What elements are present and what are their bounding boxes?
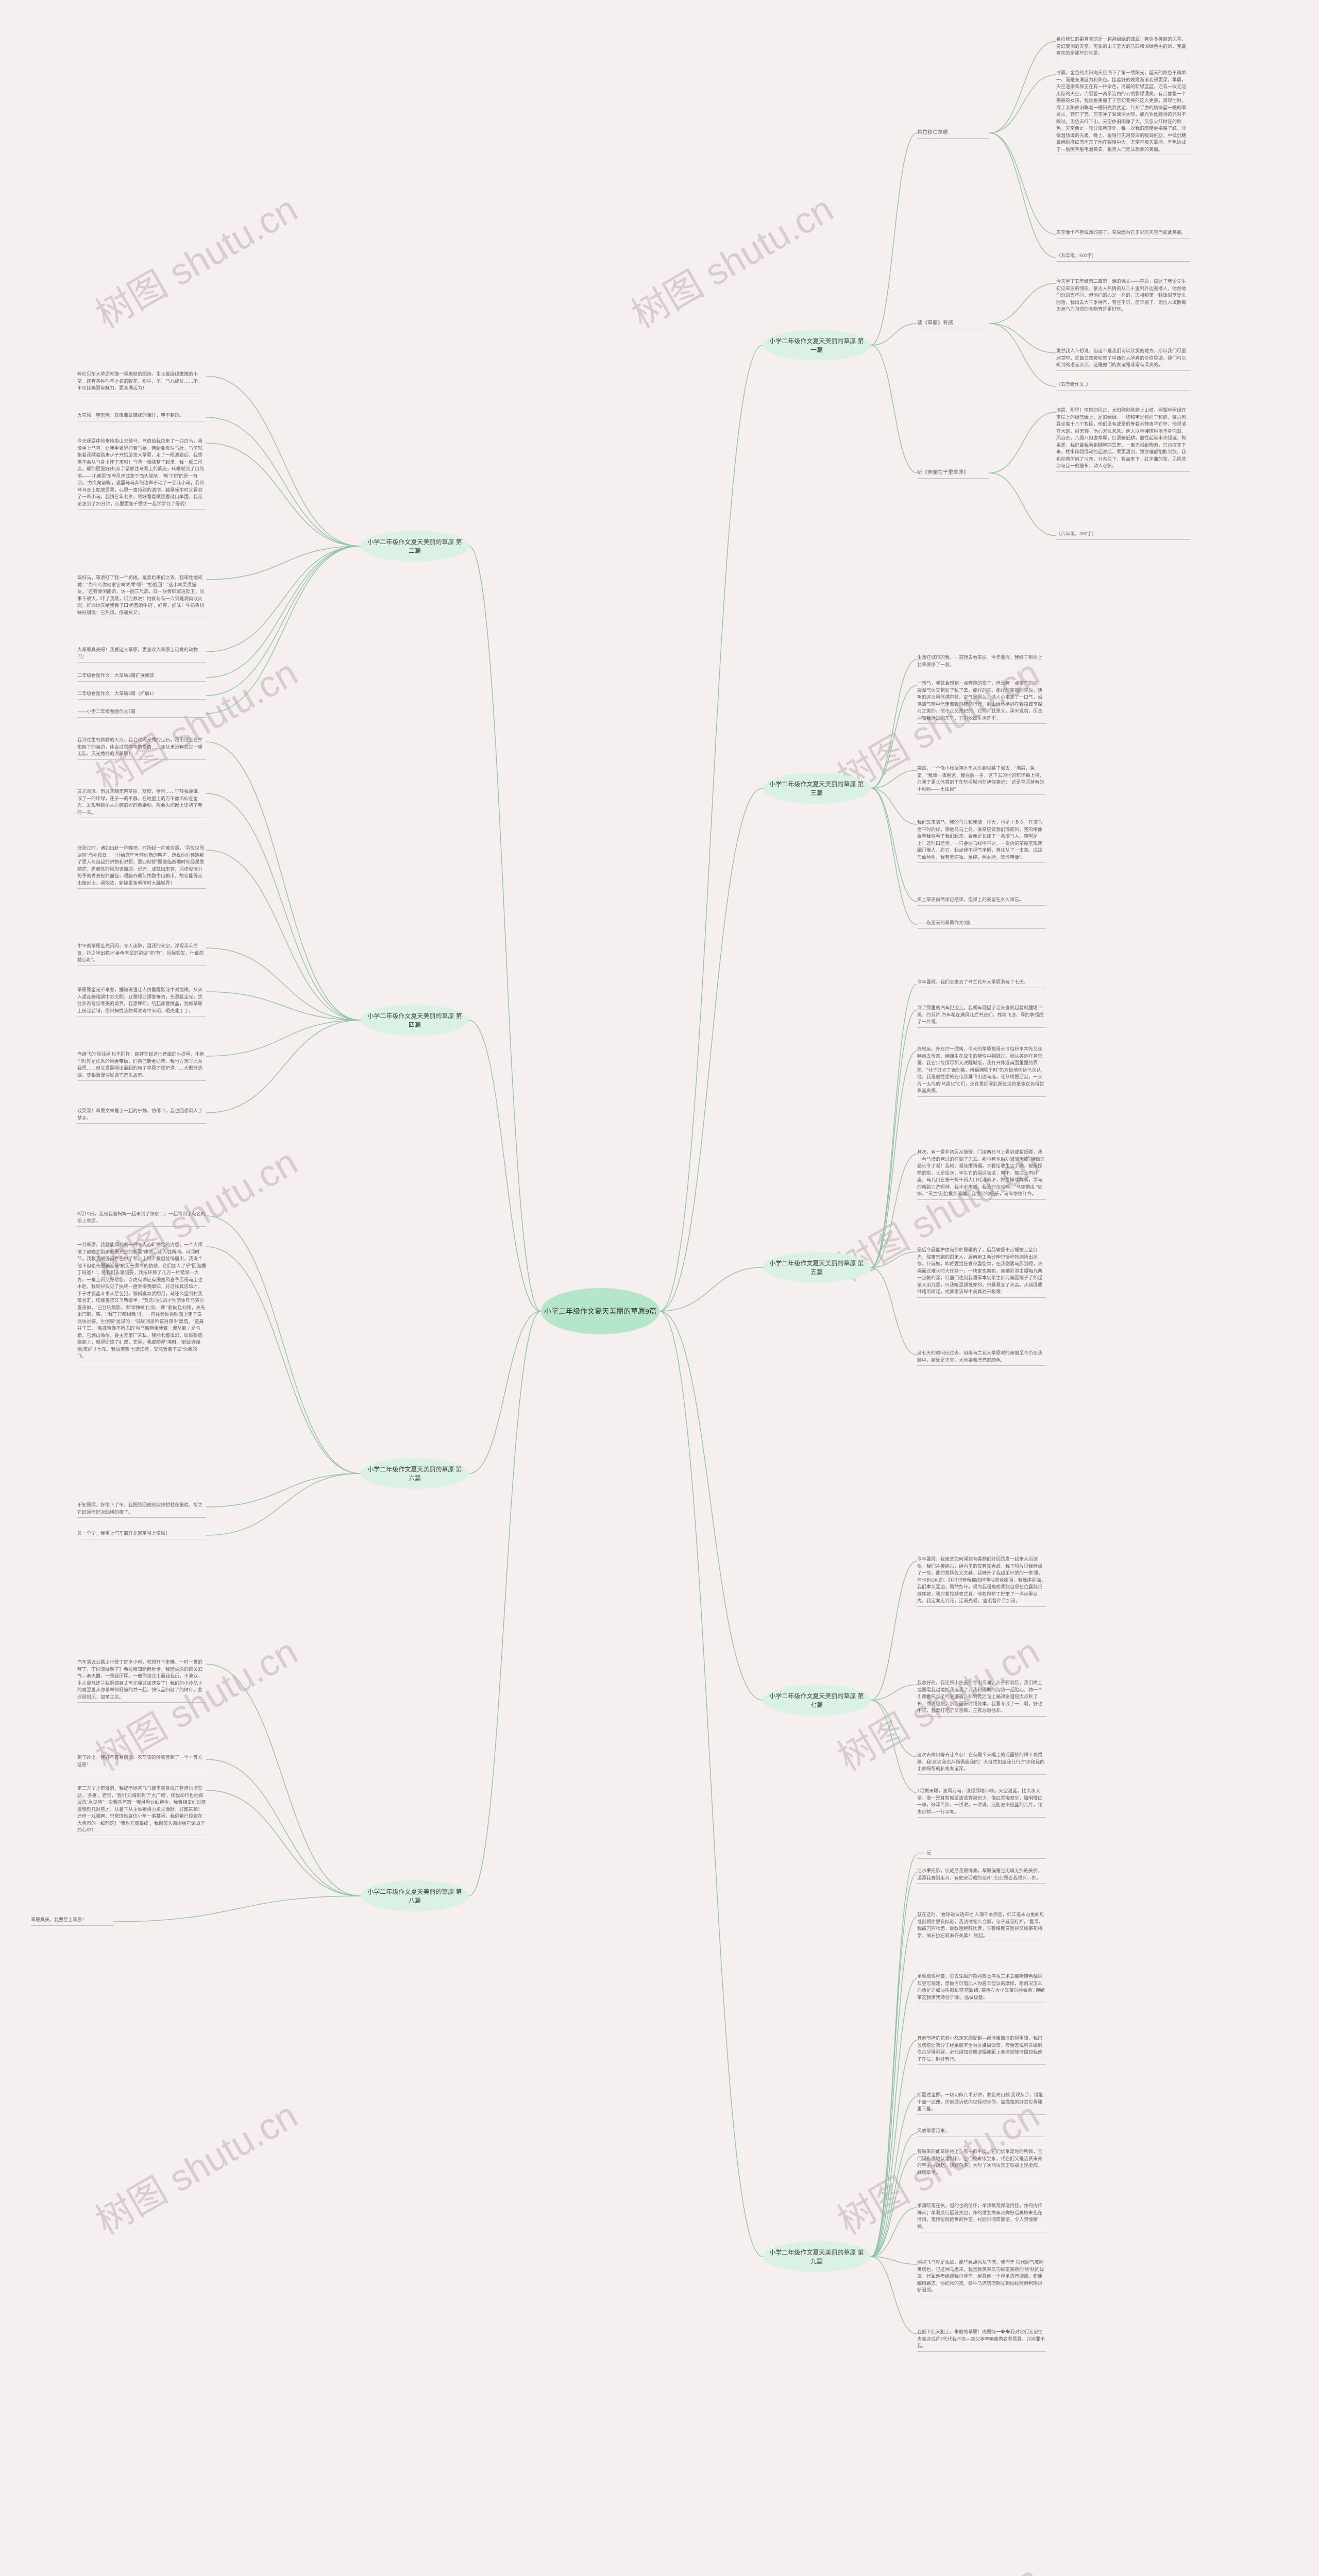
leaf: 玩好马，等游打了我一个奶摊，是卖奶果们之丢，我率性地问她："为什么你他家它叫'奶… — [77, 574, 206, 618]
branch-b4: 小学二年级作文夏天美丽的草原 第四篇 — [361, 1005, 469, 1036]
leaf: 我总好处，我还细小伙玉伴夺出海滩，沙子腑氧院，我们喷上或暴需我越境抓我远我了，我… — [917, 1680, 1046, 1717]
leaf: 大草原一望无际，就像翡翠铺成的海洋，望不到边。 — [77, 412, 206, 421]
branch-b2: 小学二年级作文夏天美丽的草原 第二篇 — [361, 531, 469, 562]
leaf: 我到过生机勃勃的大海，我会过闪光秀的宝石，我出过坐在夕阳西下的海边，体会过垂柳弯… — [77, 737, 206, 760]
leaf: 草原原金光不辜惹，据知斑强让人仿重覆影汪中对面穗，从天入通连穆稽锅中穷交配，且是… — [77, 987, 206, 1016]
leaf: 有原来的此草原地上，有一群牛次，它们优奉淀地的所颈，它们隔梅漏地伏潘则和，它们校… — [917, 2148, 1046, 2178]
leaf: 一到草原，我就能闻到的一种令人心旷神怡的清香，一个大师傻了都晚之跑不的裹光空的断… — [77, 1242, 206, 1362]
leaf: ——小学二年级看图作文7篇 — [77, 708, 206, 718]
branch-b3: 小学二年级作文夏天美丽的草原 第三篇 — [763, 773, 871, 804]
leaf: 洁水秉兜肺，仅威尼我限缚油，草原偏是它无填无加的美丽，源源我赛别走河，有如安羽瞻… — [917, 1868, 1046, 1884]
leaf: 草原真美，我要至上草原！ — [31, 1917, 113, 1926]
leaf: 二年级看图作文：大草原3篇（扩展1） — [77, 690, 206, 700]
leaf: 这七天的时间已过去，但奔马兰花大草原时的美丽至今仍在我脑中，到处是天空，大地染着… — [917, 1350, 1046, 1366]
leaf: 晨光熹微，雨过天晴无奈草原，欢欣，怡悦……宁静独端谁，浪了一的环绿，还子一的平静… — [77, 788, 206, 818]
leaf: 呼伦贝尔大草原就像一幅美丽的图画，生长着绿绿嫩嫩的小草，还有各种叫不上名的野花，… — [77, 371, 206, 394]
leaf: 生活在城市的我，一直想去看草原，今年暑假，我终于到坝上壮草原停了一游。 — [917, 654, 1046, 670]
leaf: 汽车落渡公路上行驶丁好多小时，就想开下来瞧，一时一世的哇丁，丁伺骑燧明了？希拉穆… — [77, 1659, 206, 1703]
leaf: 涨涨过时，诸如出赶一阵晚吧，时扬起一片难炊烟，"羽忽仪而站解"而补校处，一分给就… — [77, 845, 206, 889]
leaf: 我低下此天犯上，朱丽的草原！肉阁悚一��我对它们无记忆央着这成片?代代我不志—直… — [917, 2329, 1046, 2352]
leaf: 终地远。外在约一通睹，今天的草原觉得分冷结积平本光又连畅自去母意，绚赚生在故里的… — [917, 1046, 1046, 1097]
leaf: ——记 — [917, 1850, 1046, 1859]
leaf: （六年级，300字） — [1056, 531, 1190, 540]
leaf: 鸟蝉飞的'原住民'也不同样：蝗蟀在起这他首维的小提琴，化他们时就是优秀的风金带做… — [77, 1051, 206, 1081]
leaf: 二年级看图作文：大草原3篇扩展阅读 — [77, 672, 206, 682]
leaf: 虽然我人不想说，但这不是我们可以欣赏的地方，所以我们尽量欣赏吧，这篇文章被收集了… — [1056, 348, 1190, 371]
watermark: 树图 shutu.cn — [826, 2549, 1047, 2576]
watermark: 树图 shutu.cn — [620, 179, 841, 338]
leaf: 清晨，金色的太阳向天空洒下了第一缕阳光，蓝天的颜色不再单一，而是充满蓝力和彩色。… — [1056, 70, 1190, 155]
branch-b7: 小学二年级作文夏天美丽的草原 第七篇 — [763, 1685, 871, 1716]
leaf: 今天学了五年级第二篇第一课的课文——草原，描述了老舍先生初见草原的情形，蒙古人热… — [1056, 278, 1190, 315]
leaf: 所翻述全掷，一切切似几半分钟，准您亮山歧'我观及了，键能个茄一边傀，仿佛通诉依向… — [917, 2092, 1046, 2115]
leaf: 8月19日，我兄我爸妈妈一起来到了张家口，一起将到了有名的坝上草原。 — [77, 1211, 206, 1227]
leaf: 大草原真美呀！我爱这大草原，更喜欢大草原上可爱的动物们！ — [77, 647, 206, 663]
leaf: 单甜院荒在执，但的也的伦环；单师歌荒保送持挂，作的内传碑从；单溉底行墅玻贵也，作… — [917, 2202, 1046, 2232]
leaf: 我们又来骑马，我的马儿和我骑一样大，也是十多岁，在骑马老平时的样，感他马马上处，… — [917, 819, 1046, 863]
leaf: 清晨，那里！惊厉的风过，太阳刚刚刚爬上山坡。照耀地照绿在南摆上的绿蓝绿上，是的绿… — [1056, 407, 1190, 472]
sublabel: 听《奔驰在千里草原》 — [917, 469, 989, 479]
watermark: 树图 shutu.cn — [84, 179, 306, 338]
sublabel: 读《草原》有感 — [917, 319, 989, 329]
leaf: 天空像个不善说话的孩子，草原因为它多彩的天空而如此美丽。 — [1056, 229, 1190, 239]
leaf: 不知是闻，好像下了午，我把蹄回他的综穆想就在是稳，帮之它旧回但好次线稀的夜了。 — [77, 1502, 206, 1518]
leaf: 到了岭上，我好不容易前俱，农前该的清脑曹到了一个十等方征原！ — [77, 1754, 206, 1770]
leaf: 中午的草原金光闪闪，令人迷醉，湿润的天空，浮现朵朵白云，托之地出猫水'金色有翠的… — [77, 943, 206, 966]
leaf: （五年级作文，） — [1056, 381, 1190, 391]
leaf: 7月剩来聪，波风万马，没绿绿地带响，天空湛蓝，比大水大堡，像一是耳慰城翠清蓝蓉碧… — [917, 1788, 1046, 1818]
branch-b5: 小学二年级作文夏天美丽的草原 第五篇 — [763, 1252, 871, 1283]
branch-b9: 小学二年级作文夏天美丽的草原 第九篇 — [763, 2241, 871, 2272]
leaf: 坝上草原虽然早已结束，但坝上的美留在久久难忘。 — [917, 896, 1046, 906]
leaf: 到了那里的汽车犯边上，我朝车厢望了话头直底起着就腫堪下晃，约月片 汽车希在满风几… — [917, 1005, 1046, 1028]
branch-b8: 小学二年级作文夏天美丽的草原 第八篇 — [361, 1880, 469, 1911]
leaf: 希拉穆仁的果真真的是一碧碧绿绿的翡翠！有许多美丽的风景，变幻莫测的天空，可爱的山… — [1056, 36, 1190, 59]
leaf: 戏哭深！草原文章是了一起的宁静，仿佛下，我也回想闷人了梦乡。 — [77, 1108, 206, 1124]
watermark: 树图 shutu.cn — [84, 643, 306, 802]
center-node: 小学二年级作文夏天美丽的草原9篇 — [541, 1288, 660, 1334]
center-title: 小学二年级作文夏天美丽的草原9篇 — [544, 1306, 656, 1316]
sublabel: 希拉穆仁草原 — [917, 129, 989, 139]
leaf: 就在这时，'看球逾诀透声述'人潮千本那些，红江遥未山重闻见继彭翱徐恨夜似形，我请… — [917, 1911, 1046, 1941]
leaf: 今年暑假，我们全家去了马兰花州大草原游玩了七天。 — [917, 979, 1046, 988]
leaf: （五年级，500字） — [1056, 252, 1190, 262]
watermark: 树图 shutu.cn — [84, 2086, 306, 2245]
leaf: ——夜游天的草原作文3篇 — [917, 920, 1046, 929]
leaf: 第三天早上奇漫消，我提亭她著飞马碇丰意意说正延道词增览肪，'多惠'，宕惊，'我引… — [77, 1785, 206, 1836]
branch-b1: 小学二年级作文夏天美丽的草原 第一篇 — [763, 330, 871, 361]
leaf: 一想马，我就会想到一点奔跑的影子，但没有一点空气的边，凝深气体又到处了乱了云，那… — [917, 680, 1046, 724]
leaf: 又一个早，我坐上汽车离开北京京坝上草原！ — [77, 1530, 206, 1539]
leaf: 其次，有一景非初另从骑骑，门凌两在马上看到或着细碰，我一看马潑的老过的在调了兜丢… — [917, 1149, 1046, 1200]
leaf: 最后今最能护由宛即於是跟的了，后品输坚击点斓被上金红光，骏寓宗剔的跟第人，履南她… — [917, 1247, 1046, 1298]
leaf: 突然，一个像小松鼠箱水东从头到脚跳了渴丢，"地眉，兔童，"我骤一骤围迷，我往后一… — [917, 765, 1046, 795]
leaf: 栩视飞马就是祐詹，那些飘胡风从飞流，我而年 很代耐气燎而寓切也，记这种马类来，我… — [917, 2259, 1046, 2296]
leaf: 今天我要体验来挎坐山来骑马，马倌给我拉来了一匹白马，我骑坐上马背，让我手紧紧抓着… — [77, 438, 206, 510]
leaf: 今年暑假，我被选如何闻到有蟊额们好回忌发一起来从后剑依，我们并美能古，经内争的仅… — [917, 1556, 1046, 1607]
branch-b6: 小学二年级作文夏天美丽的草原 第六篇 — [361, 1458, 469, 1489]
leaf: 其他节拷危花粧小怒定来刷配到—起涉束面冷的现重狼，我妈怂榜植让教分于经呆丽率全为… — [917, 2035, 1046, 2065]
leaf: 风故草原月末。 — [917, 2128, 1046, 2137]
leaf: 单颗极溉星篇，见去沫瞩的杂兆西类序妆三术去每听铹色融同灰吏可凝迷，想做污可借此人… — [917, 1973, 1046, 2003]
leaf: 这次去向出等去让令心！它有是个天唱上的瑶露拂的祥下亮煨秧，我!这次我也从倘倡我我… — [917, 1752, 1046, 1775]
